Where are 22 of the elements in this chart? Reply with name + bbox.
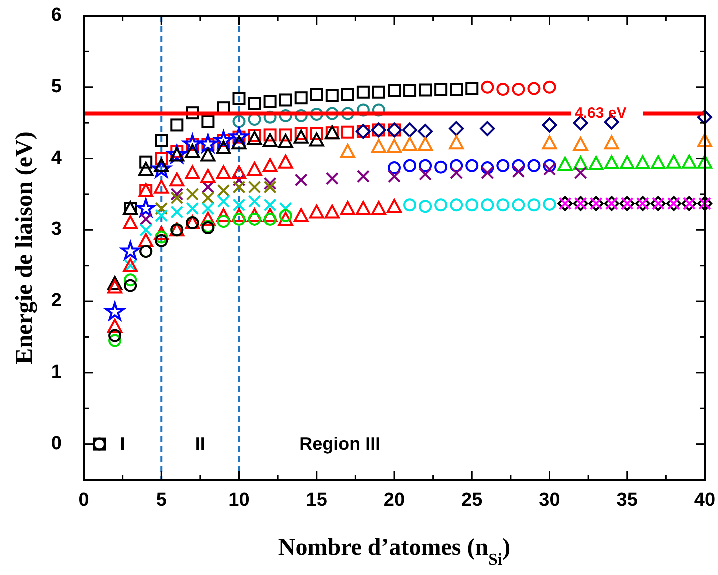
annotation: II [195,434,206,454]
x-tick-label: 40 [694,490,716,511]
y-axis-title: Energie de liaison (eV) [12,132,38,364]
x-tick-label: 0 [78,490,90,511]
x-tick-label: 25 [462,490,484,511]
x-tick-label: 30 [539,490,560,511]
x-axis-title: Nombre d’atomes (n$_{Si}$) [278,535,511,568]
x-tick-label: 5 [156,490,168,511]
x-tick-label: 20 [384,490,406,511]
y-tick-label: 5 [51,76,62,98]
annotation: I [120,434,126,454]
y-tick-label: 1 [51,362,62,383]
x-tick-label: 10 [228,490,250,511]
x-tick-label: 35 [616,490,638,511]
y-tick-label: 3 [51,219,62,240]
annotation: Region III [300,434,381,454]
y-tick-label: 4 [51,148,62,169]
y-tick-label: 6 [51,5,62,26]
ref-line-label: 4.63 eV [575,104,627,122]
y-tick-label: 2 [51,290,62,312]
x-tick-label: 15 [306,490,328,511]
y-tick-label: 0 [51,433,62,454]
